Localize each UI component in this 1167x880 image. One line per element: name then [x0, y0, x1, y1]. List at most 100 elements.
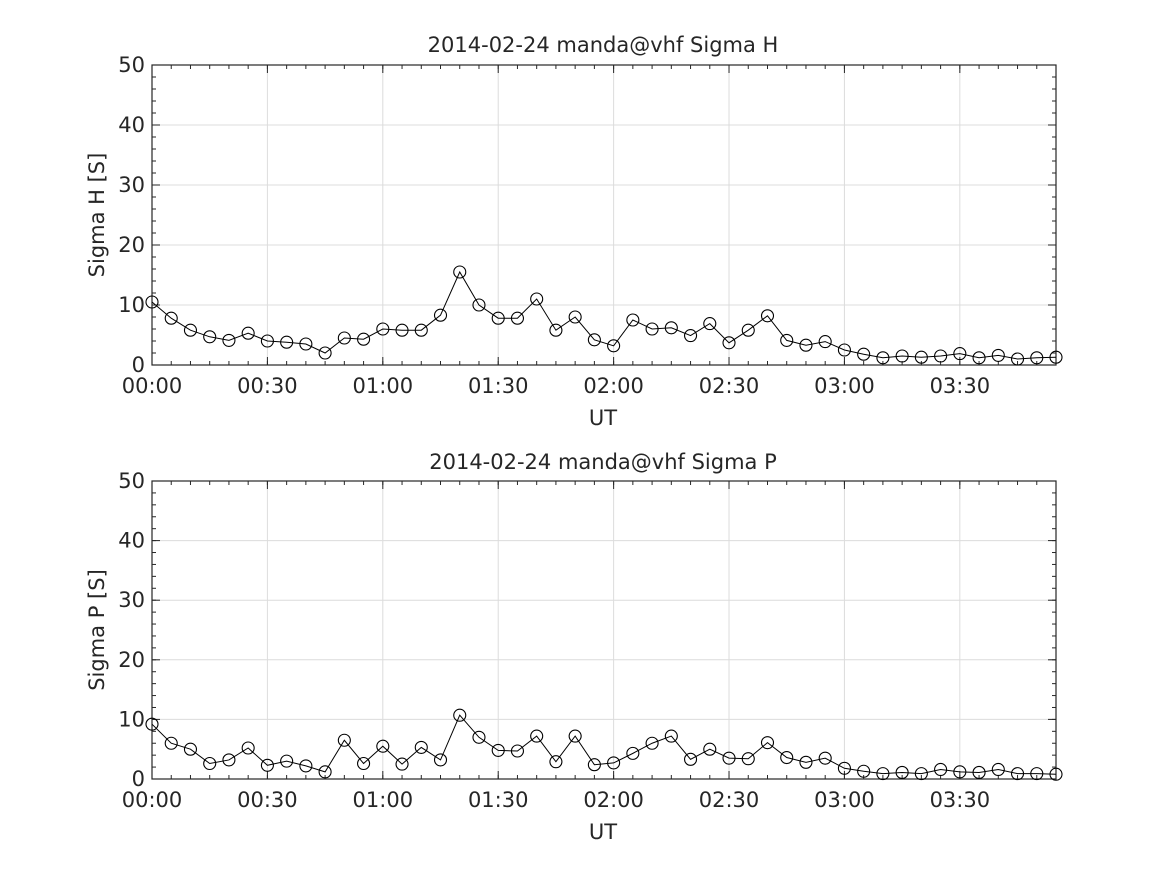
data-point	[799, 338, 813, 352]
data-point	[222, 753, 236, 767]
data-point	[549, 323, 563, 337]
x-tick-label: 01:00	[353, 374, 414, 398]
data-point	[183, 742, 198, 756]
data-point	[645, 322, 659, 336]
x-tick-label: 01:00	[353, 788, 414, 812]
data-point	[607, 756, 621, 770]
y-axis-label: Sigma P [S]	[85, 569, 109, 691]
data-point	[626, 313, 640, 327]
data-point	[376, 322, 390, 336]
data-point	[280, 335, 294, 349]
data-point	[453, 708, 467, 722]
plot-area	[152, 481, 1056, 779]
data-point	[530, 729, 544, 743]
y-tick-label: 30	[118, 588, 145, 612]
data-point	[684, 752, 698, 766]
y-tick-label: 50	[118, 53, 145, 77]
data-point	[741, 323, 755, 337]
y-tick-label: 0	[132, 353, 145, 377]
data-point	[587, 333, 601, 347]
data-point	[260, 758, 274, 772]
data-point	[780, 333, 794, 347]
data-point	[472, 298, 486, 312]
data-point	[837, 343, 851, 357]
data-point	[895, 349, 909, 363]
data-point	[664, 321, 678, 335]
data-point	[164, 311, 178, 325]
data-point	[626, 746, 640, 760]
data-point	[857, 347, 871, 361]
data-point	[722, 751, 736, 765]
axes-box	[151, 480, 1057, 780]
x-tick-label: 03:00	[814, 788, 875, 812]
x-tick-label: 03:30	[930, 374, 991, 398]
data-point	[876, 351, 890, 365]
data-point	[568, 729, 582, 743]
data-point	[357, 756, 371, 771]
data-point	[1030, 351, 1044, 365]
data-point	[433, 753, 448, 767]
data-point	[818, 335, 832, 349]
data-point	[491, 743, 505, 757]
data-point	[337, 733, 351, 747]
data-point	[664, 729, 678, 743]
y-tick-label: 10	[118, 707, 145, 731]
data-point	[760, 736, 775, 750]
y-tick-label: 0	[132, 767, 145, 791]
data-point	[1030, 767, 1044, 781]
series-line	[151, 270, 1057, 360]
sigma-p-panel: 0 10 20 30 40 50 00:00 00:30 01:00 01:30 02:00 02:3…	[85, 450, 1063, 844]
data-point	[280, 754, 294, 768]
data-point	[645, 736, 659, 750]
data-point	[760, 309, 775, 323]
data-point	[818, 751, 832, 765]
series-line	[151, 714, 1057, 775]
plot-area	[152, 65, 1056, 365]
data-point	[203, 330, 217, 344]
x-tick-label: 00:30	[237, 374, 298, 398]
data-point	[703, 317, 717, 331]
x-tick-label: 02:00	[583, 788, 644, 812]
data-point	[972, 765, 986, 779]
x-axis-label: UT	[589, 406, 617, 430]
data-point	[953, 765, 967, 779]
data-point	[472, 730, 486, 744]
data-point	[895, 765, 909, 779]
data-point	[934, 349, 948, 363]
x-tick-label: 00:00	[122, 374, 183, 398]
data-point	[357, 332, 371, 346]
data-point	[433, 308, 448, 322]
y-tick-label: 30	[118, 173, 145, 197]
data-point	[395, 323, 409, 337]
data-point	[568, 310, 582, 324]
data-point	[318, 765, 332, 779]
data-point	[587, 758, 601, 772]
data-point	[991, 348, 1005, 362]
data-point	[183, 323, 198, 337]
data-point	[684, 329, 698, 343]
data-point	[780, 750, 794, 765]
data-point	[241, 741, 255, 755]
data-point	[337, 331, 351, 345]
axes-box	[151, 64, 1057, 366]
x-tick-label: 01:30	[468, 374, 529, 398]
data-point	[607, 339, 621, 353]
sigma-h-panel: 0 10 20 30 40 50 00:00 00:30 01:00 01:30 02:00 02:3…	[85, 33, 1063, 430]
data-point	[491, 311, 505, 325]
x-tick-label: 00:30	[237, 788, 298, 812]
data-point	[1049, 350, 1063, 364]
data-point	[1010, 352, 1025, 366]
data-point	[414, 323, 428, 337]
data-point	[857, 764, 871, 778]
data-point	[876, 767, 890, 781]
data-point	[914, 767, 928, 781]
y-tick-label: 40	[118, 113, 145, 137]
data-point	[395, 757, 409, 771]
data-point	[934, 762, 948, 777]
y-tick-label: 50	[118, 469, 145, 493]
x-tick-label: 02:30	[699, 374, 760, 398]
data-point	[260, 334, 274, 348]
data-point	[145, 295, 159, 309]
data-point	[376, 739, 390, 753]
